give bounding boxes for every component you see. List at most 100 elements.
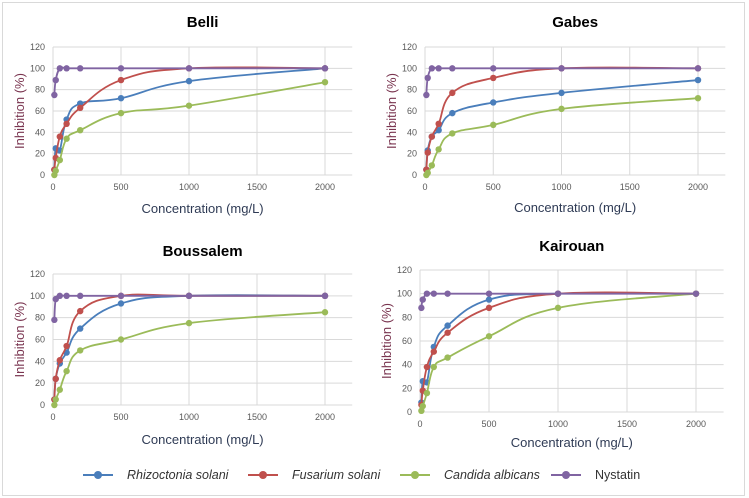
- y-tick-label: 120: [397, 265, 412, 275]
- data-point-nystatin: [185, 292, 193, 300]
- data-point-nystatin: [444, 290, 451, 297]
- legend-item-candida: Candida albicans: [400, 468, 540, 482]
- x-tick-label: 2000: [686, 419, 706, 429]
- series-line-rhizoctonia-solani: [53, 294, 326, 400]
- data-point-rhizoctonia-solani: [77, 325, 84, 332]
- subplot-title: Kairouan: [539, 238, 604, 255]
- y-tick-label: 60: [402, 336, 412, 346]
- data-point-fusarium-solani: [449, 89, 456, 97]
- data-point-nystatin: [558, 65, 565, 72]
- data-point-candida-albicans: [117, 109, 125, 117]
- data-point-rhizoctonia-solani: [185, 77, 193, 85]
- data-point-candida-albicans: [321, 79, 329, 86]
- data-point-nystatin: [77, 292, 84, 300]
- data-point-fusarium-solani: [52, 375, 59, 382]
- x-tick-label: 1000: [179, 182, 199, 192]
- y-tick-label: 120: [30, 269, 45, 279]
- legend-swatch: [248, 471, 278, 479]
- y-axis-label: Inhibition (%): [379, 303, 394, 379]
- data-point-candida-albicans: [424, 169, 431, 177]
- data-point-nystatin: [185, 65, 193, 72]
- data-point-rhizoctonia-solani: [490, 99, 497, 106]
- data-point-nystatin: [419, 296, 426, 303]
- y-tick-label: 120: [402, 42, 417, 52]
- subplot-kairouan: 0 20 40 60 80 100 120 0 500 1000 1500 2000 Kairouan C…: [379, 238, 724, 450]
- x-tick-label: 1000: [551, 182, 571, 192]
- legend-item-fusarium: Fusarium solani: [248, 468, 380, 482]
- data-point-nystatin: [117, 65, 125, 72]
- y-axis-label: Inhibition (%): [12, 73, 27, 149]
- data-point-fusarium-solani: [490, 74, 497, 82]
- data-point-candida-albicans: [444, 354, 451, 361]
- data-point-nystatin: [430, 290, 437, 297]
- x-tick-label: 0: [422, 182, 427, 192]
- data-point-rhizoctonia-solani: [558, 89, 565, 97]
- data-point-nystatin: [424, 74, 431, 82]
- x-tick-label: 2000: [315, 412, 335, 422]
- x-tick-label: 1000: [179, 412, 199, 422]
- x-axis-label: Concentration (mg/L): [142, 432, 264, 447]
- data-point-candida-albicans: [485, 333, 493, 340]
- data-point-candida-albicans: [435, 146, 442, 153]
- data-point-candida-albicans: [63, 367, 70, 375]
- legend-label: Fusarium solani: [292, 468, 381, 482]
- series-line-candida-albicans: [53, 81, 326, 176]
- y-tick-label: 60: [35, 106, 45, 116]
- data-point-nystatin: [449, 65, 456, 72]
- data-point-nystatin: [490, 65, 497, 72]
- y-tick-label: 20: [407, 149, 417, 159]
- data-point-candida-albicans: [117, 336, 125, 343]
- data-point-nystatin: [321, 65, 329, 72]
- legend-label: Nystatin: [595, 468, 641, 482]
- y-tick-label: 20: [35, 149, 45, 159]
- data-point-fusarium-solani: [423, 363, 431, 371]
- x-tick-label: 0: [50, 412, 55, 422]
- data-point-candida-albicans: [558, 105, 565, 113]
- y-tick-label: 80: [402, 312, 412, 322]
- data-point-nystatin: [51, 316, 58, 324]
- data-point-candida-albicans: [694, 95, 702, 102]
- y-tick-label: 80: [35, 313, 45, 323]
- y-tick-label: 40: [402, 360, 412, 370]
- data-point-nystatin: [63, 65, 70, 72]
- data-point-fusarium-solani: [428, 133, 436, 140]
- x-tick-label: 500: [113, 412, 128, 422]
- y-tick-label: 100: [30, 63, 45, 73]
- data-point-fusarium-solani: [77, 307, 84, 315]
- legend-item-nystatin: Nystatin: [551, 468, 640, 482]
- data-point-nystatin: [692, 290, 700, 297]
- data-point-candida-albicans: [321, 309, 329, 316]
- legend-swatch: [551, 471, 581, 479]
- x-tick-label: 500: [486, 182, 501, 192]
- data-point-nystatin: [423, 290, 431, 297]
- x-tick-label: 500: [481, 419, 496, 429]
- subplot-gabes: 0 20 40 60 80 100 120 0 500 1000 1500 2000 Gabes Conc…: [384, 14, 726, 215]
- x-axis-label: Concentration (mg/L): [514, 200, 636, 215]
- data-point-candida-albicans: [185, 319, 193, 327]
- subplot-belli: 0 20 40 60 80 100 120 0 500 1000 1500 2000 Belli Conc…: [12, 14, 353, 216]
- legend-label: Rhizoctonia solani: [127, 468, 229, 482]
- data-point-nystatin: [56, 292, 63, 300]
- data-point-candida-albicans: [490, 121, 497, 129]
- series-line-fusarium-solani: [53, 293, 325, 400]
- data-point-nystatin: [321, 292, 329, 300]
- x-tick-label: 1500: [247, 412, 267, 422]
- y-tick-label: 80: [407, 85, 417, 95]
- x-axis-label: Concentration (mg/L): [511, 435, 633, 450]
- legend-swatch: [400, 471, 430, 479]
- data-point-nystatin: [63, 292, 70, 300]
- data-point-candida-albicans: [449, 130, 456, 137]
- data-point-nystatin: [554, 290, 562, 297]
- data-point-fusarium-solani: [435, 120, 442, 128]
- x-tick-label: 1500: [620, 182, 640, 192]
- data-point-fusarium-solani: [117, 76, 125, 84]
- data-point-fusarium-solani: [63, 342, 70, 350]
- x-tick-label: 0: [50, 182, 55, 192]
- data-point-candida-albicans: [185, 102, 193, 109]
- data-point-nystatin: [428, 65, 436, 72]
- y-tick-label: 80: [35, 85, 45, 95]
- data-point-candida-albicans: [56, 386, 63, 393]
- data-point-fusarium-solani: [485, 304, 493, 312]
